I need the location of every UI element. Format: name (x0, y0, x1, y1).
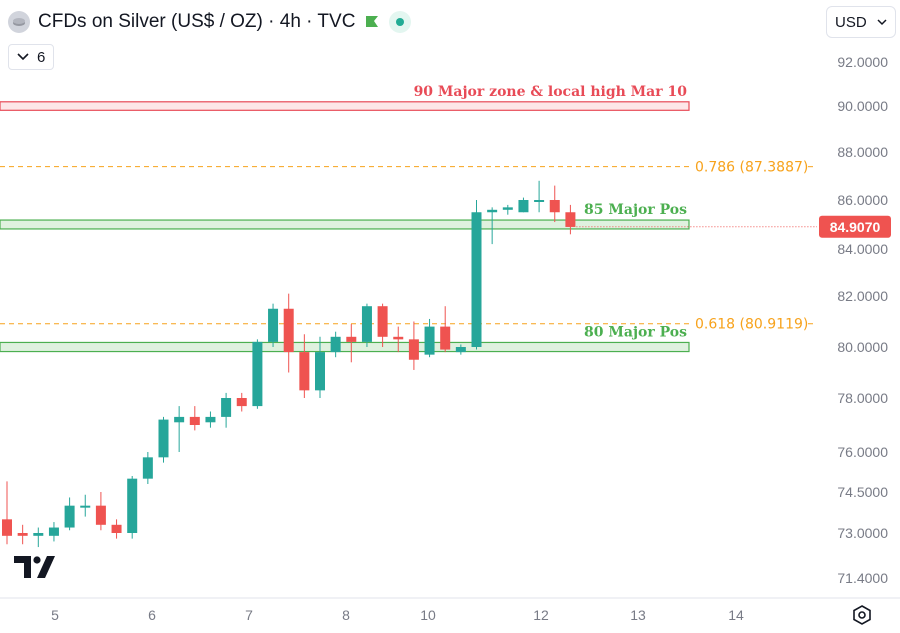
y-tick-label: 76.0000 (837, 444, 888, 460)
y-tick-label: 80.0000 (837, 339, 888, 355)
candle-body-33 (518, 200, 529, 213)
candle-body-20 (315, 352, 325, 391)
fib-label-1: 0.618 (80.9119) (695, 317, 808, 333)
chart-header: CFDs on Silver (US$ / OZ) · 4h · TVC (8, 8, 412, 36)
zone-label-1: 85 Major Pos (584, 202, 687, 218)
last-price-tag (819, 215, 891, 238)
candle-body-28 (440, 326, 451, 350)
candle-body-8 (127, 478, 138, 533)
candle-body-15 (236, 398, 247, 407)
x-tick-label: 14 (728, 607, 744, 623)
x-tick-label: 7 (245, 607, 253, 623)
zone-label-0: 90 Major zone & local high Mar 10 (414, 84, 688, 100)
y-tick-label: 90.0000 (837, 98, 888, 114)
candle-body-9 (142, 457, 153, 479)
x-tick-label: 10 (420, 607, 436, 623)
candle-body-2 (33, 533, 44, 536)
candle-body-29 (455, 347, 466, 353)
candle-body-13 (205, 416, 216, 423)
candle-body-30 (471, 212, 482, 347)
y-tick-label: 82.0000 (837, 288, 888, 304)
candle-body-12 (189, 416, 200, 425)
candle-body-11 (174, 416, 185, 423)
tradingview-logo-icon[interactable] (14, 556, 56, 578)
y-tick-label: 88.0000 (837, 144, 888, 160)
green-flag-icon[interactable] (363, 13, 381, 31)
y-tick-label: 92.0000 (837, 54, 888, 70)
candle-body-31 (487, 209, 498, 213)
candle-body-24 (377, 306, 388, 337)
zone-label-2: 80 Major Pos (584, 324, 687, 340)
candle-body-7 (111, 524, 122, 533)
indicators-toggle-button[interactable]: 6 (8, 44, 55, 70)
zone-band-1 (0, 219, 690, 230)
y-tick-label: 78.0000 (837, 390, 888, 406)
indicator-count: 6 (37, 48, 46, 66)
candle-body-3 (48, 527, 59, 536)
x-tick-label: 12 (533, 607, 549, 623)
silver-coin-icon[interactable] (8, 11, 30, 33)
x-tick-label: 8 (342, 607, 350, 623)
candle-body-21 (330, 336, 341, 353)
candle-body-5 (80, 505, 91, 508)
currency-label: USD (835, 13, 867, 31)
y-tick-label: 84.0000 (837, 241, 888, 257)
currency-select[interactable]: USD (826, 6, 896, 38)
zone-band-0 (0, 101, 690, 111)
settings-hexagon-icon[interactable] (850, 603, 874, 627)
x-tick-label: 5 (51, 607, 59, 623)
market-open-dot-icon (389, 11, 412, 33)
candle-body-27 (424, 326, 435, 355)
chevron-down-icon (877, 18, 887, 25)
candle-body-4 (64, 505, 75, 528)
candle-body-16 (252, 341, 263, 407)
y-tick-label: 74.5000 (837, 484, 888, 500)
y-tick-label: 71.4000 (837, 570, 888, 586)
candle-body-32 (502, 207, 513, 210)
candle-body-34 (534, 200, 545, 202)
candle-body-14 (221, 398, 232, 417)
zone-band-2 (0, 341, 690, 353)
candle-body-36 (565, 212, 576, 227)
y-tick-label: 86.0000 (837, 192, 888, 208)
x-tick-label: 13 (630, 607, 646, 623)
candle-body-25 (393, 336, 404, 340)
candle-body-17 (268, 308, 279, 342)
candle-body-23 (361, 306, 372, 342)
candle-body-22 (346, 336, 357, 342)
y-tick-label: 73.0000 (837, 525, 888, 541)
chevron-down-icon (17, 53, 29, 61)
candle-body-19 (299, 352, 310, 391)
candle-body-26 (408, 339, 419, 360)
candle-body-18 (283, 308, 294, 353)
candle-body-10 (158, 419, 169, 458)
fib-label-0: 0.786 (87.3887) (695, 160, 808, 176)
candle-body-6 (95, 505, 106, 525)
x-tick-label: 6 (148, 607, 156, 623)
candle-body-0 (2, 519, 12, 536)
candle-body-1 (17, 533, 28, 536)
symbol-title[interactable]: CFDs on Silver (US$ / OZ) · 4h · TVC (38, 11, 356, 32)
last-price-value: 84.9070 (830, 219, 881, 235)
candle-body-35 (549, 200, 560, 213)
